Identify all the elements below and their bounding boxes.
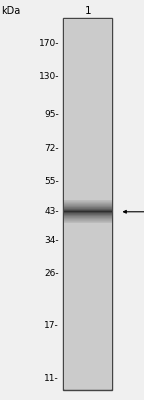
Bar (64, 19, 112, 389)
Text: 130-: 130- (39, 72, 59, 81)
Text: 11-: 11- (44, 374, 59, 383)
Text: 34-: 34- (44, 236, 59, 245)
Bar (63, 18, 112, 390)
Text: kDa: kDa (1, 6, 21, 16)
Text: 26-: 26- (44, 269, 59, 278)
Text: 72-: 72- (44, 144, 59, 153)
Text: 1: 1 (85, 6, 91, 16)
Text: 55-: 55- (44, 177, 59, 186)
Text: 95-: 95- (44, 110, 59, 120)
Text: 17-: 17- (44, 321, 59, 330)
Text: 43-: 43- (44, 207, 59, 216)
Text: 170-: 170- (39, 39, 59, 48)
